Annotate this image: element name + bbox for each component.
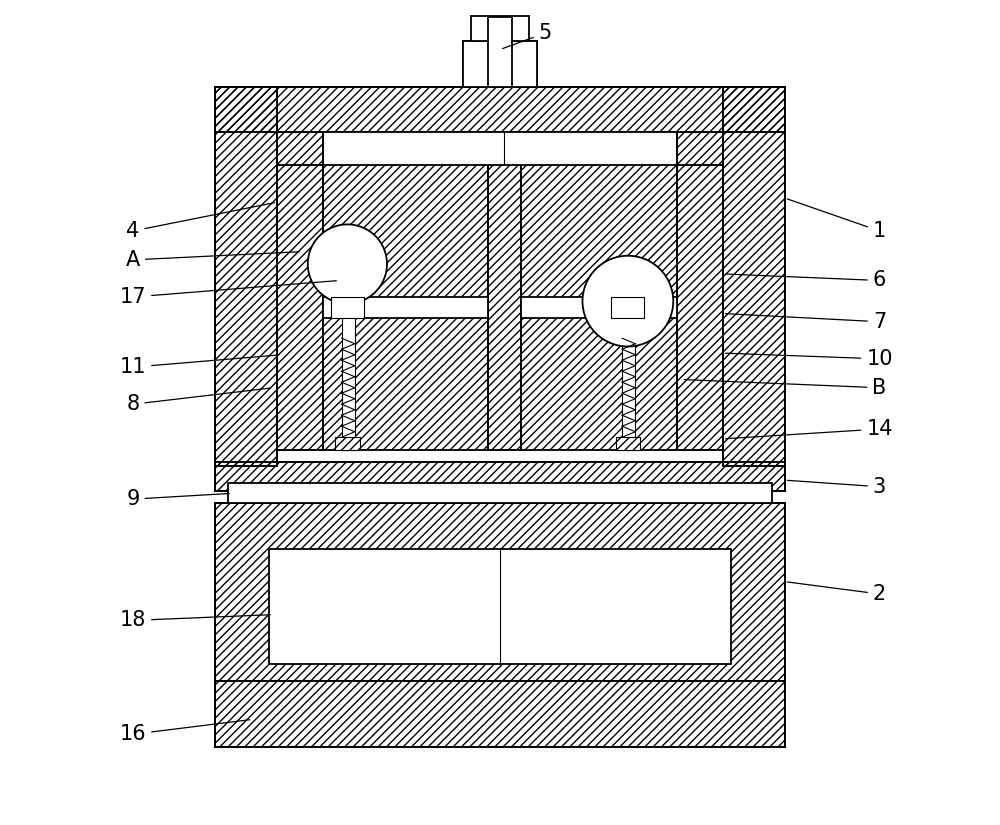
Bar (677, 136, 723, 450)
Bar (521, 136, 677, 450)
Bar (269, 549, 731, 664)
Bar (471, 16, 529, 41)
Bar (521, 297, 677, 318)
Bar (616, 437, 640, 450)
Bar (331, 297, 364, 318)
Text: 17: 17 (120, 280, 336, 307)
Text: 4: 4 (126, 203, 275, 241)
Bar (488, 16, 512, 87)
Bar (677, 136, 723, 450)
Bar (277, 132, 323, 165)
Bar (215, 462, 785, 491)
Text: 3: 3 (787, 477, 886, 497)
Bar (677, 132, 723, 165)
Bar (622, 314, 635, 450)
Circle shape (308, 224, 387, 304)
Bar (335, 437, 360, 450)
Text: 5: 5 (503, 23, 552, 49)
Text: 16: 16 (120, 719, 250, 744)
Text: 8: 8 (126, 388, 270, 414)
Bar (323, 136, 488, 450)
Text: A: A (126, 250, 299, 270)
Bar (677, 132, 723, 165)
Text: 11: 11 (120, 355, 279, 377)
Bar (516, 41, 537, 87)
Bar (335, 437, 360, 450)
Bar (215, 503, 785, 681)
Text: 9: 9 (126, 489, 229, 509)
Bar (323, 297, 488, 318)
Bar (488, 136, 521, 450)
Bar (342, 314, 355, 450)
Bar (277, 136, 323, 450)
Bar (611, 297, 644, 318)
Text: 2: 2 (787, 582, 886, 604)
Bar (723, 87, 785, 466)
Text: 6: 6 (726, 271, 886, 290)
Text: 18: 18 (120, 610, 270, 630)
Bar (616, 437, 640, 450)
Text: 10: 10 (726, 349, 893, 369)
Text: 1: 1 (787, 199, 886, 241)
Circle shape (582, 256, 673, 346)
Text: B: B (684, 378, 887, 398)
Bar (277, 136, 323, 450)
Bar (215, 87, 785, 132)
Bar (335, 299, 360, 316)
Bar (277, 136, 723, 450)
Bar (215, 87, 277, 466)
Bar (228, 483, 772, 503)
Bar (215, 87, 277, 466)
Bar (215, 87, 785, 132)
Bar (277, 132, 323, 165)
Text: 7: 7 (726, 312, 886, 332)
Bar (215, 681, 785, 747)
Bar (723, 87, 785, 466)
Bar (277, 132, 723, 165)
Bar (215, 462, 785, 491)
Text: 14: 14 (726, 419, 893, 439)
Bar (215, 681, 785, 747)
Bar (463, 41, 537, 87)
Bar (215, 503, 785, 681)
Bar (488, 136, 521, 450)
Bar (463, 41, 484, 87)
Bar (616, 299, 640, 316)
